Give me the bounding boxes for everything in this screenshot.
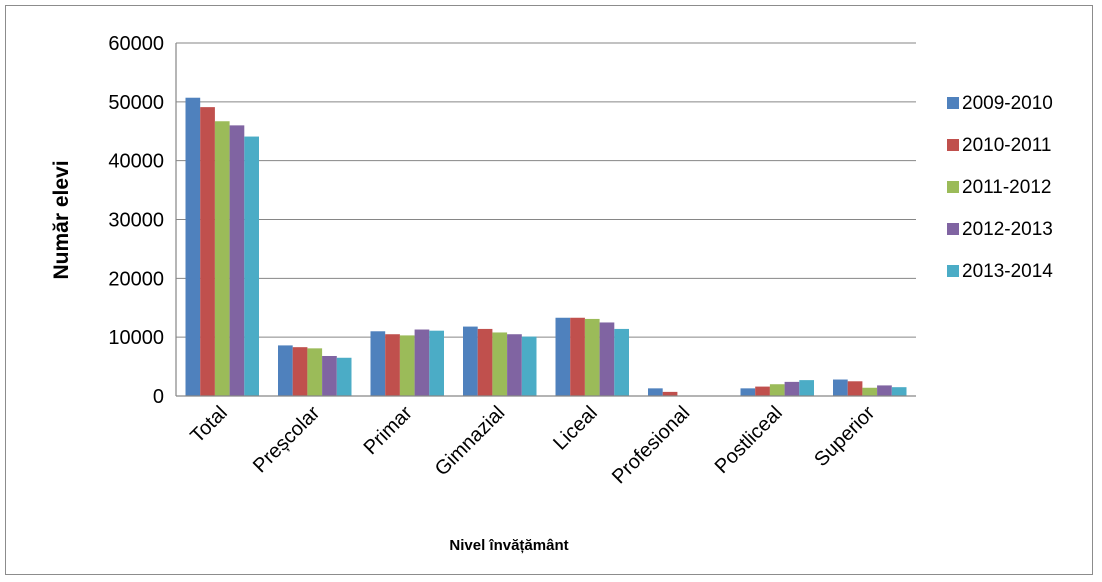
y-tick-label: 10000	[108, 327, 164, 349]
bar-2011-2012-Gimnazial	[492, 332, 508, 396]
bar-2009-2010-Postliceal	[740, 388, 756, 396]
y-tick-label: 0	[153, 386, 164, 408]
x-category-label: Gimnazial	[431, 402, 509, 480]
x-category-label: Liceal	[549, 402, 602, 455]
bar-2011-2012-Superior	[862, 387, 878, 396]
legend-swatch	[947, 139, 959, 151]
y-tick-label: 30000	[108, 210, 164, 232]
legend-swatch	[947, 97, 959, 109]
bar-2012-2013-Preșcolar	[322, 355, 337, 396]
bar-2013-2014-Preșcolar	[336, 357, 352, 396]
legend-swatch	[947, 181, 959, 193]
x-category-label: Postliceal	[711, 402, 787, 478]
bar-2013-2014-Gimnazial	[521, 336, 537, 396]
bar-2009-2010-Gimnazial	[463, 326, 478, 396]
bars	[185, 97, 907, 397]
bar-2010-2011-Gimnazial	[477, 328, 493, 396]
legend-label: 2012-2013	[962, 219, 1053, 240]
bar-2010-2011-Preșcolar	[292, 347, 308, 396]
bar-2010-2011-Profesional	[662, 391, 678, 396]
bar-2012-2013-Primar	[414, 329, 430, 396]
bar-2013-2014-Superior	[891, 387, 907, 396]
x-axis-label: Nivel învățământ	[449, 537, 568, 554]
legend-label: 2009-2010	[962, 93, 1053, 114]
bar-2011-2012-Liceal	[584, 318, 600, 396]
y-tick-label: 60000	[108, 33, 164, 55]
bar-2010-2011-Total	[200, 107, 215, 396]
bar-2010-2011-Superior	[847, 381, 863, 396]
legend-label: 2010-2011	[962, 135, 1051, 156]
chart-frame: 0 10000 20000 30000 40000 50000 60000 Total Pre…	[5, 5, 1093, 575]
bar-2009-2010-Preșcolar	[278, 345, 293, 396]
bar-2010-2011-Liceal	[570, 317, 585, 396]
bar-2013-2014-Total	[244, 136, 259, 397]
x-category-label: Primar	[360, 402, 417, 459]
legend-label: 2013-2014	[962, 261, 1053, 282]
bar-2011-2012-Postliceal	[769, 384, 785, 396]
gridlines	[176, 42, 916, 338]
legend-swatch	[947, 265, 959, 277]
bar-2012-2013-Liceal	[599, 322, 615, 396]
legend-label: 2011-2012	[962, 177, 1051, 198]
bar-2009-2010-Primar	[370, 331, 386, 396]
bar-2011-2012-Total	[214, 121, 230, 396]
bar-2009-2010-Superior	[833, 379, 848, 396]
bar-2009-2010-Total	[185, 97, 201, 396]
bar-chart: 0 10000 20000 30000 40000 50000 60000 Total Pre…	[50, 33, 1053, 554]
legend: 2009-2010 2010-2011 2011-2012 2012-2013 2013…	[947, 93, 1053, 282]
y-tick-labels: 0 10000 20000 30000 40000 50000 60000	[108, 33, 164, 408]
bar-2012-2013-Postliceal	[784, 381, 800, 396]
bar-2011-2012-Primar	[399, 335, 415, 396]
bar-2011-2012-Preșcolar	[307, 348, 323, 396]
x-category-label: Profesional	[608, 402, 694, 488]
bar-2013-2014-Postliceal	[799, 380, 814, 396]
bar-2010-2011-Primar	[385, 334, 400, 396]
bar-2012-2013-Gimnazial	[507, 334, 522, 396]
y-tick-label: 50000	[108, 92, 164, 114]
bar-2013-2014-Primar	[429, 330, 444, 396]
bar-2012-2013-Total	[229, 125, 245, 397]
x-category-label: Superior	[810, 402, 879, 471]
bar-2009-2010-Liceal	[555, 317, 571, 396]
bar-2012-2013-Superior	[877, 385, 892, 396]
y-tick-label: 40000	[108, 151, 164, 173]
x-category-label: Total	[186, 402, 231, 447]
x-category-labels: Total Preșcolar Primar Gimnazial Liceal Profe…	[186, 402, 879, 489]
y-axis-label: Număr elevi	[50, 160, 73, 279]
x-category-label: Preșcolar	[249, 402, 325, 478]
legend-swatch	[947, 223, 959, 235]
y-tick-label: 20000	[108, 268, 164, 290]
bar-2013-2014-Liceal	[614, 328, 629, 396]
bar-2009-2010-Profesional	[648, 388, 663, 396]
bar-2010-2011-Postliceal	[755, 386, 770, 396]
